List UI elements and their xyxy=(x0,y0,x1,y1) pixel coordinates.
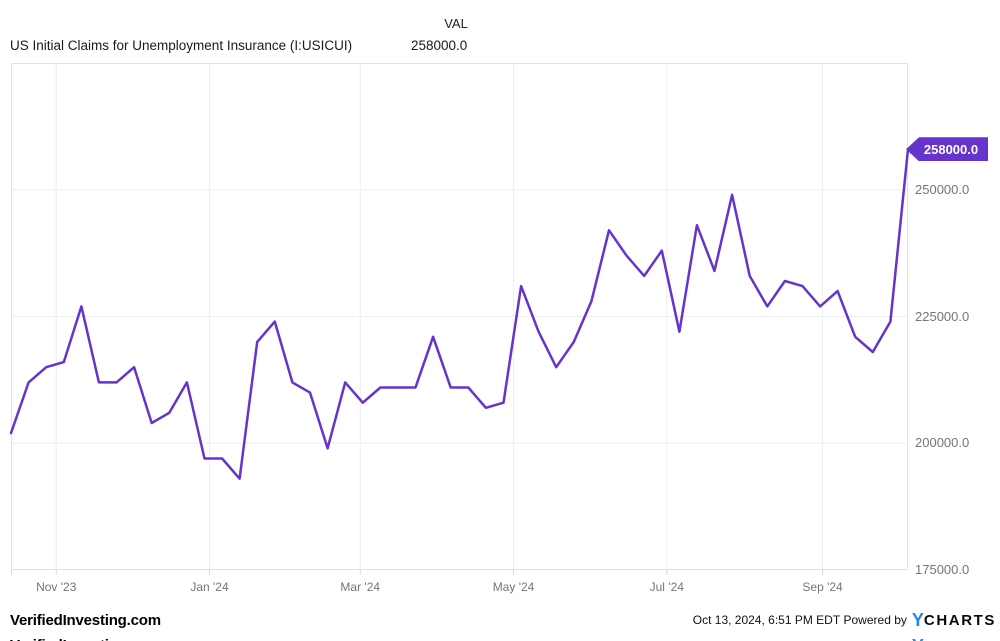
y-tick-label: 250000.0 xyxy=(915,181,970,197)
x-tick-label: Jan '24 xyxy=(190,580,229,594)
x-tick-label: Sep '24 xyxy=(802,580,843,594)
line-chart-svg xyxy=(9,63,910,575)
attribution-bar-cropped: Oct 13, 2024, 6:51 PM EDT Powered by YCH… xyxy=(693,637,996,641)
plot-area[interactable] xyxy=(9,63,910,575)
x-tick-label: Nov '23 xyxy=(36,580,77,594)
brand-link-cropped: VerifiedInvesting.com xyxy=(10,637,161,641)
ycharts-logo-y-cropped: Y xyxy=(912,637,924,641)
y-tick-label: 225000.0 xyxy=(915,308,970,324)
ycharts-logo-charts-cropped: CHARTS xyxy=(924,639,996,641)
timestamp-cropped: Oct 13, 2024, 6:51 PM EDT xyxy=(693,639,840,641)
brand-link[interactable]: VerifiedInvesting.com xyxy=(10,612,161,629)
x-tick-label: Mar '24 xyxy=(340,580,381,594)
ycharts-logo-y: Y xyxy=(911,610,924,630)
attribution-bar: Oct 13, 2024, 6:51 PM EDT Powered by Y CH… xyxy=(693,611,996,629)
y-tick-label: 175000.0 xyxy=(915,562,970,577)
current-value: 258000.0 xyxy=(411,38,468,53)
x-tick-label: Jul '24 xyxy=(649,580,684,594)
last-value-label: 258000.0 xyxy=(923,141,979,157)
chart-title: US Initial Claims for Unemployment Insur… xyxy=(10,38,353,53)
powered-by-cropped: Powered by xyxy=(840,639,907,641)
last-value-badge: 258000.0 xyxy=(906,137,988,162)
y-tick-label: 200000.0 xyxy=(915,435,970,451)
timestamp: Oct 13, 2024, 6:51 PM EDT xyxy=(692,613,841,627)
powered-by-label: Powered by xyxy=(840,613,907,627)
x-tick-label: May '24 xyxy=(492,580,535,594)
ycharts-logo-charts: CHARTS xyxy=(923,611,996,629)
ycharts-logo[interactable]: Y CHARTS xyxy=(912,611,996,629)
value-column-header: VAL xyxy=(444,16,468,31)
